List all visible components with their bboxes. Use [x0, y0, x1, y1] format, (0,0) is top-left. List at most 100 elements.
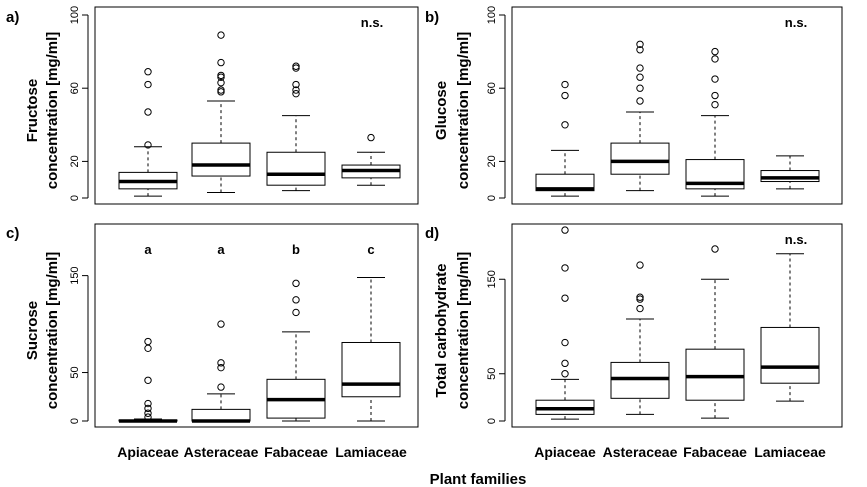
x-category-label: Asteraceae: [184, 444, 259, 460]
x-category-label: Asteraceae: [603, 444, 678, 460]
outlier-point: [144, 344, 152, 353]
outlier-point: [292, 89, 300, 98]
outlier-point: [636, 304, 644, 313]
outlier-point: [367, 133, 375, 142]
outlier-point: [636, 261, 644, 269]
y-tick-label: 0: [69, 418, 81, 424]
outlier-point: [636, 97, 644, 105]
outlier-point: [561, 370, 569, 378]
outlier-point: [292, 296, 300, 304]
outlier-point: [217, 383, 225, 391]
outlier-point: [292, 308, 300, 317]
outlier-point: [144, 404, 152, 413]
outlier-point: [561, 359, 569, 368]
x-category-label: Fabaceae: [683, 444, 747, 460]
shared-x-axis-title: Plant families: [430, 471, 527, 487]
box-fabaceae: [685, 245, 745, 419]
outlier-point: [636, 46, 644, 54]
panel-2: b) 0 20 60 100 Glucose concentration [mg/ml] n.…: [425, 6, 843, 205]
outlier-point: [144, 80, 152, 89]
outlier-point: [711, 75, 719, 83]
box-fabaceae: [266, 279, 326, 422]
box-lamiaceae: [760, 155, 820, 190]
box-fabaceae: [685, 47, 745, 197]
box-body: [760, 326, 820, 384]
box-apiaceae: [118, 68, 178, 197]
outlier-point: [292, 80, 300, 89]
box-asteraceae: [191, 320, 251, 423]
outlier-point: [217, 79, 225, 87]
outlier-point: [144, 409, 152, 417]
box-fabaceae: [266, 62, 326, 192]
panel-1: a) 0 20 60 100 Fructose concentration [mg/ml] n…: [6, 6, 419, 205]
outlier-point: [561, 80, 569, 89]
box-asteraceae: [191, 31, 251, 194]
significance-annotation: b: [292, 242, 300, 257]
significance-annotation: c: [367, 242, 374, 257]
panel-4: d) 0 50 150 Total carbohydrate concentration …: [425, 223, 843, 460]
y-tick-label: 0: [486, 418, 498, 424]
x-category-label: Apiaceae: [117, 444, 179, 460]
y-tick-label: 20: [486, 155, 498, 167]
outlier-point: [144, 413, 152, 421]
outlier-point: [561, 91, 569, 100]
outlier-point: [711, 100, 719, 109]
outlier-point: [144, 337, 152, 346]
x-category-label: Lamiaceae: [754, 444, 826, 460]
outlier-point: [217, 86, 225, 94]
y-axis-title-line: Glucose: [433, 81, 450, 140]
x-category-label: Lamiaceae: [335, 444, 407, 460]
box-lamiaceae: [341, 133, 401, 186]
outlier-point: [144, 68, 152, 76]
y-tick-label: 0: [486, 195, 498, 201]
significance-annotation: n.s.: [785, 232, 807, 247]
significance-annotation: a: [144, 242, 152, 257]
y-tick-label: 50: [69, 366, 81, 378]
panel-3: c) 0 50 150 Sucrose concentration [mg/ml] Apia…: [6, 223, 419, 460]
outlier-point: [144, 108, 152, 116]
plot-frame: [94, 223, 419, 428]
box-body: [266, 151, 326, 186]
outlier-point: [636, 293, 644, 301]
outlier-point: [561, 121, 569, 129]
outlier-point: [636, 295, 644, 303]
box-asteraceae: [610, 261, 670, 415]
outlier-point: [711, 47, 719, 56]
outlier-point: [217, 31, 225, 39]
outlier-point: [217, 320, 225, 328]
panel-letter: d): [425, 225, 439, 242]
plot-frame: [511, 6, 843, 205]
outlier-point: [292, 279, 300, 288]
box-lamiaceae: [760, 253, 820, 402]
outlier-point: [144, 141, 152, 149]
y-tick-label: 60: [486, 82, 498, 94]
panel-letter: a): [6, 9, 19, 26]
plot-frame: [94, 6, 419, 205]
outlier-point: [561, 264, 569, 272]
box-body: [341, 341, 401, 398]
box-apiaceae: [535, 226, 595, 420]
box-body: [535, 173, 595, 192]
panel-letter: b): [425, 9, 439, 26]
x-category-label: Fabaceae: [264, 444, 328, 460]
box-body: [685, 348, 745, 401]
y-tick-label: 150: [69, 266, 81, 284]
outlier-point: [217, 359, 225, 367]
box-body: [610, 142, 670, 175]
y-axis-title-line: Total carbohydrate: [433, 264, 450, 398]
y-tick-label: 20: [69, 155, 81, 167]
box-body: [191, 142, 251, 177]
y-axis-title-line: concentration [mg/ml]: [455, 32, 472, 190]
y-axis-title-line: concentration [mg/ml]: [44, 252, 61, 410]
plot-frame: [511, 223, 843, 428]
outlier-point: [636, 73, 644, 81]
outlier-point: [561, 294, 569, 302]
outlier-point: [561, 338, 569, 347]
outlier-point: [711, 245, 719, 253]
significance-annotation: n.s.: [785, 15, 807, 30]
y-tick-label: 60: [69, 82, 81, 94]
x-category-label: Apiaceae: [534, 444, 596, 460]
y-tick-label: 0: [69, 195, 81, 201]
